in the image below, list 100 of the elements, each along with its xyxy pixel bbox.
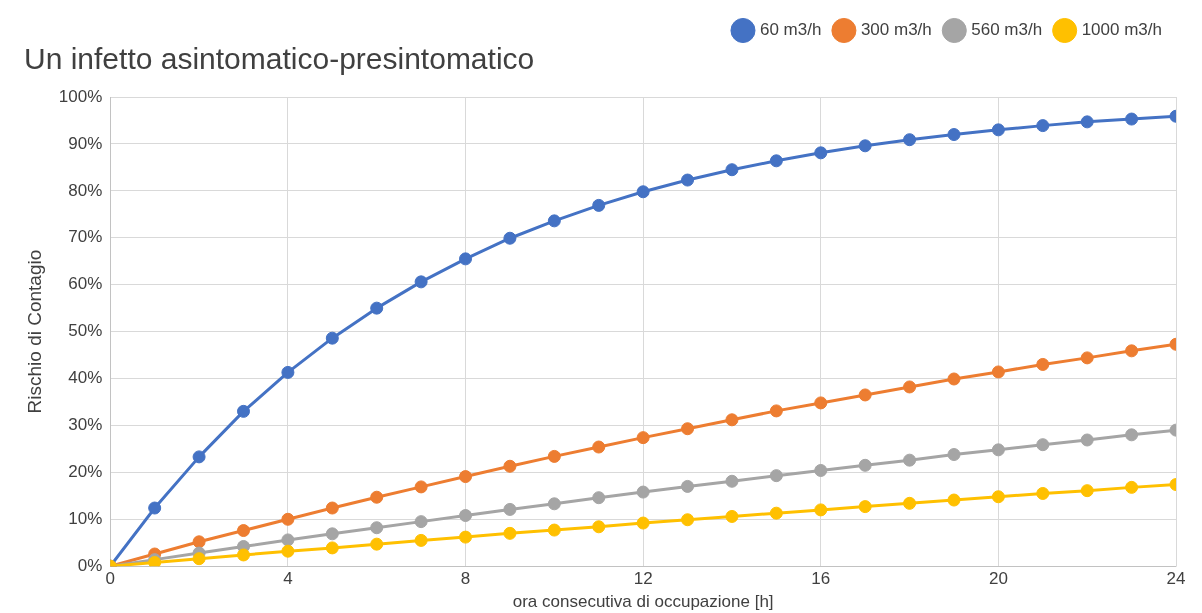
point xyxy=(459,530,473,544)
point xyxy=(681,173,695,187)
point xyxy=(991,490,1005,504)
point xyxy=(681,479,695,493)
point xyxy=(858,458,872,472)
x-tick-label: 4 xyxy=(283,569,293,589)
chart-title: Un infetto asintomatico-presintomatico xyxy=(24,42,535,76)
point xyxy=(947,372,961,386)
x-tick-label: 16 xyxy=(811,569,831,589)
point xyxy=(769,469,783,483)
point xyxy=(281,533,295,547)
y-tick-label: 20% xyxy=(68,462,103,482)
legend-label: 300 m3/h xyxy=(860,20,932,40)
point xyxy=(991,365,1005,379)
point xyxy=(1036,357,1050,371)
legend-label: 560 m3/h xyxy=(971,20,1043,40)
point xyxy=(325,527,339,541)
point xyxy=(503,231,517,245)
point xyxy=(725,509,739,523)
point xyxy=(325,331,339,345)
y-tick-label: 30% xyxy=(68,415,103,435)
point xyxy=(547,214,561,228)
point xyxy=(370,521,384,535)
y-tick-label: 90% xyxy=(68,133,103,153)
point xyxy=(903,133,917,147)
point xyxy=(636,516,650,530)
point xyxy=(947,493,961,507)
point xyxy=(192,535,206,549)
point xyxy=(459,470,473,484)
point xyxy=(858,500,872,514)
point xyxy=(769,506,783,520)
point xyxy=(1080,351,1094,365)
point xyxy=(814,503,828,517)
x-tick-label: 20 xyxy=(988,569,1008,589)
point xyxy=(814,146,828,160)
x-axis-title: ora consecutiva di occupazione [h] xyxy=(512,592,774,612)
point xyxy=(636,431,650,445)
x-tick-label: 24 xyxy=(1166,569,1186,589)
point xyxy=(1080,484,1094,498)
point xyxy=(547,497,561,511)
y-tick-label: 0% xyxy=(77,555,103,575)
point xyxy=(414,480,428,494)
point xyxy=(592,491,606,505)
point xyxy=(281,512,295,526)
point xyxy=(681,422,695,436)
point xyxy=(947,128,961,142)
point xyxy=(903,496,917,510)
point xyxy=(1125,428,1139,442)
point xyxy=(1125,344,1139,358)
point xyxy=(281,365,295,379)
point xyxy=(769,404,783,418)
point xyxy=(1080,433,1094,447)
point xyxy=(547,449,561,463)
point xyxy=(281,544,295,558)
legend-label: 1000 m3/h xyxy=(1081,20,1163,40)
y-tick-label: 10% xyxy=(68,508,103,528)
point xyxy=(237,548,250,562)
point xyxy=(1036,486,1050,500)
point xyxy=(547,523,561,537)
point xyxy=(858,139,872,153)
y-tick-label: 100% xyxy=(58,86,103,106)
point xyxy=(503,502,517,516)
point xyxy=(414,515,428,529)
x-tick-label: 8 xyxy=(460,569,471,589)
point xyxy=(192,450,206,464)
point xyxy=(725,474,739,488)
point xyxy=(237,524,250,538)
point xyxy=(592,198,606,212)
point xyxy=(237,404,250,418)
point xyxy=(503,526,517,540)
point xyxy=(991,443,1005,457)
point xyxy=(459,252,473,266)
y-tick-label: 60% xyxy=(68,274,103,294)
point xyxy=(725,413,739,427)
point xyxy=(459,509,473,523)
legend-label: 60 m3/h xyxy=(759,20,822,40)
point xyxy=(903,453,917,467)
point xyxy=(370,490,384,504)
point xyxy=(858,388,872,402)
x-tick-label: 0 xyxy=(105,569,116,589)
point xyxy=(1036,438,1050,452)
point xyxy=(1080,115,1094,129)
point xyxy=(1036,119,1050,133)
point xyxy=(814,396,828,410)
point xyxy=(370,537,384,551)
point xyxy=(148,501,162,515)
point xyxy=(1125,112,1139,126)
x-tick-label: 12 xyxy=(633,569,653,589)
point xyxy=(636,185,650,199)
point xyxy=(592,440,606,454)
y-tick-label: 70% xyxy=(68,227,103,247)
point xyxy=(325,541,339,555)
y-axis-title: Rischio di Contagio xyxy=(23,249,45,414)
y-tick-label: 50% xyxy=(68,321,103,341)
point xyxy=(947,448,961,462)
point xyxy=(903,380,917,394)
y-tick-label: 40% xyxy=(68,368,103,388)
y-tick-label: 80% xyxy=(68,180,103,200)
point xyxy=(192,552,206,566)
point xyxy=(1125,480,1139,494)
